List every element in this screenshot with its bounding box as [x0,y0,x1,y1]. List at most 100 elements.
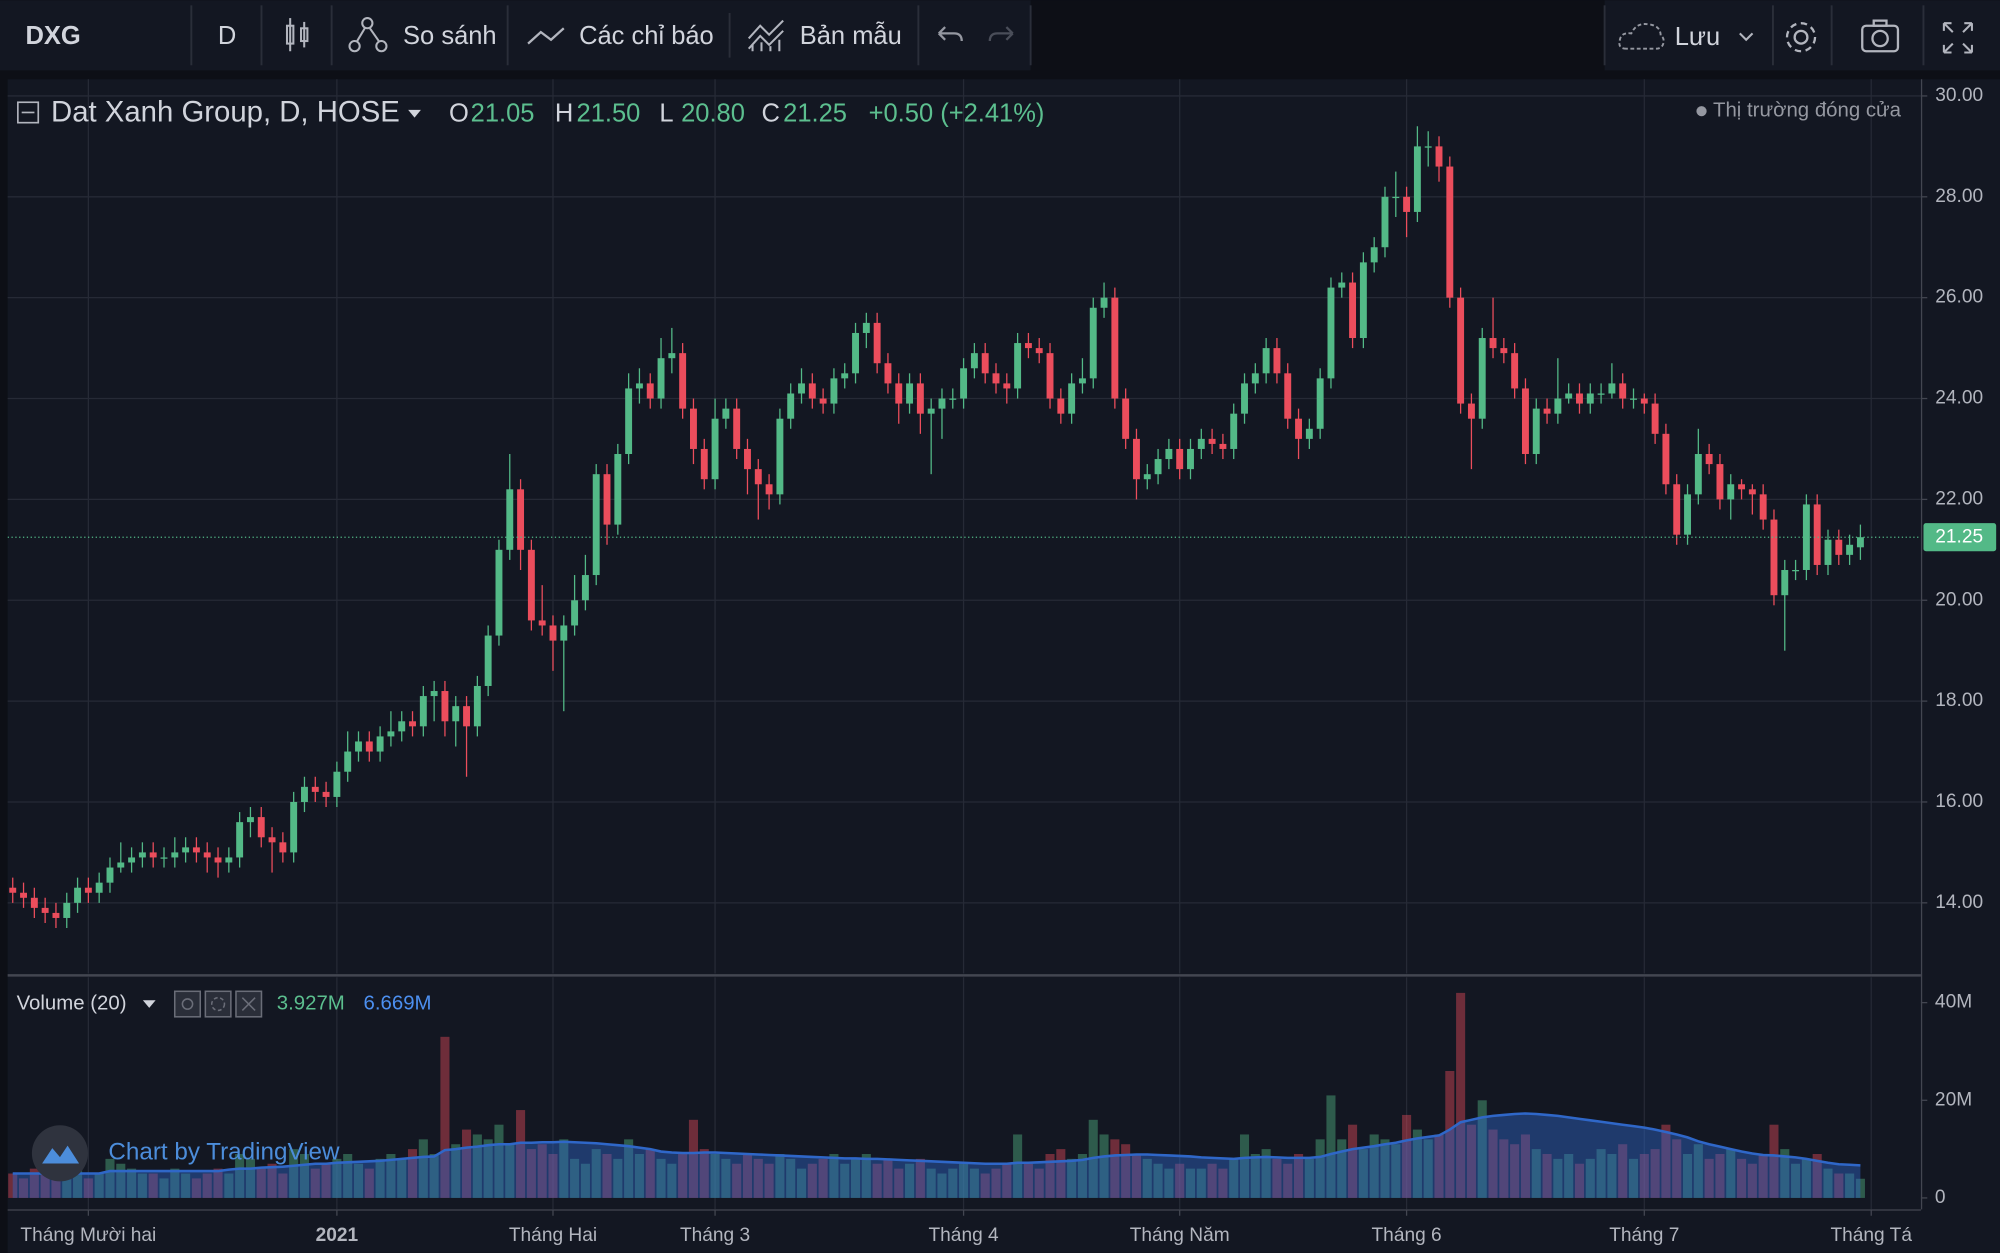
templates-button[interactable]: Bản mẫu [800,21,902,50]
chart-title: Dat Xanh Group, D, HOSE [51,95,400,128]
candle-body [9,887,17,893]
candle-body [84,887,92,893]
volume-bar [1661,1124,1671,1198]
cloud-icon[interactable] [1618,23,1665,50]
toolbar-separators [190,5,1925,66]
candle-body [1284,373,1292,419]
templates-icon[interactable] [747,19,784,52]
candle-body [873,322,881,364]
volume-bar [105,1158,115,1198]
fullscreen-icon[interactable] [1942,22,1973,54]
candle-body [668,353,676,359]
candle-body [473,685,481,727]
candle-body [1046,353,1054,399]
candle-body [1187,448,1194,470]
candle-body [1662,433,1670,485]
candle-body [1824,539,1832,565]
volume-title: Volume (20) [17,992,127,1014]
candle-body [1241,383,1248,414]
volume-bar [1693,1144,1703,1198]
interval[interactable]: D [218,22,236,50]
watermark-text[interactable]: Chart by TradingView [108,1139,340,1166]
settings-icon[interactable] [1785,22,1817,53]
candle-body [1792,569,1800,572]
volume-bar [1434,1134,1444,1198]
volume-bar [1520,1134,1530,1198]
axes: 14.00 16.00 18.00 20.00 22.00 24.00 26.00 28.00… [1920,85,1997,1208]
volume-controls[interactable] [173,990,263,1018]
volume-bar [83,1178,93,1198]
candle-body [1424,146,1432,148]
candle-body [1457,297,1465,404]
volume-bar [1791,1163,1801,1198]
price-pane [7,126,1921,929]
candle-body [203,852,211,858]
y-tick-label: 28.00 [1935,186,1983,207]
volume-bar [926,1168,936,1198]
volume-bar [991,1168,1001,1198]
volume-bar [116,1163,126,1198]
undo-icon[interactable] [937,26,963,42]
candle-body [1208,438,1216,444]
candle-body [916,383,924,414]
candle-body [1381,196,1389,248]
candle-body [1327,287,1335,379]
candle-body [106,867,114,883]
candle-body [95,882,103,893]
candle-body [1748,489,1756,495]
volume-bar [462,1129,472,1198]
symbol[interactable]: DXG [26,22,81,50]
volume-bar [62,1173,72,1198]
ohlc-value: 20.80 [681,100,745,128]
volume-bar [181,1173,191,1198]
save-button[interactable]: Lưu [1675,23,1720,51]
compare-button[interactable]: So sánh [403,22,497,50]
volume-bar [580,1163,590,1198]
volume-bar [1715,1153,1725,1198]
time-axis: Tháng Mười hai 2021 Tháng Hai Tháng 3 Tháng … [20,1209,1912,1246]
indicators-icon[interactable] [527,27,565,45]
volume-bar [1477,1100,1487,1198]
x-tick-label: Tháng 6 [1372,1225,1442,1246]
volume-bar [213,1168,223,1198]
indicators-button[interactable]: Các chỉ báo [579,22,714,50]
candle-body [1759,494,1767,520]
candle-body [1500,348,1508,354]
candle-body [1543,408,1551,414]
title-caret[interactable] [408,109,421,118]
compare-icon[interactable] [348,17,388,53]
candle-body [798,383,805,394]
volume-caret[interactable] [142,1000,156,1008]
volume-bar [1099,1134,1109,1198]
x-tick-label: Tháng Tá [1830,1225,1912,1246]
candle-body [246,817,254,823]
y-tick-label: 14.00 [1935,892,1983,913]
save-menu-caret[interactable] [1739,32,1754,42]
candle-body [1122,398,1130,439]
candle-body [808,383,816,399]
candle-body [1305,428,1313,439]
volume-value: 3.927M [277,992,345,1014]
volume-bar [1077,1153,1087,1198]
redo-icon[interactable] [988,26,1014,42]
candle-body [571,600,579,626]
candle-body [322,791,330,797]
candle-body [711,418,719,480]
y-tick-label: 20.00 [1935,589,1983,610]
price-legend: Dat Xanh Group, D, HOSE O 21.05 H 21.50 L 20.… [17,95,1902,128]
collapse-icon[interactable] [17,101,40,124]
x-tick-label: Tháng Mười hai [20,1225,156,1246]
volume-bar [980,1173,990,1198]
candle-type-icon[interactable] [285,18,309,52]
candle-body [20,892,27,898]
candle-body [138,852,146,858]
volume-bar [548,1153,558,1198]
volume-bar [1596,1149,1606,1198]
snapshot-icon[interactable] [1861,19,1900,53]
volume-bar [796,1168,807,1198]
candle-body [1359,262,1367,339]
volume-pane [8,992,1865,1198]
candle-body [581,575,589,601]
candle-body [1586,393,1594,404]
candle-body [949,398,957,400]
